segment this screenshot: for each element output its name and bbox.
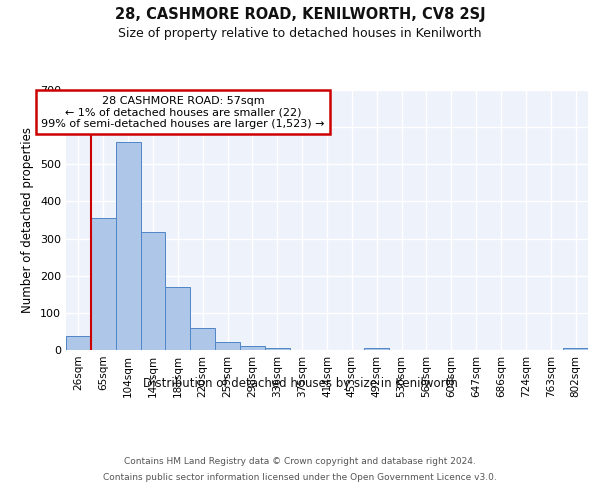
Text: 28, CASHMORE ROAD, KENILWORTH, CV8 2SJ: 28, CASHMORE ROAD, KENILWORTH, CV8 2SJ <box>115 8 485 22</box>
Bar <box>240 346 265 350</box>
Bar <box>190 328 215 350</box>
Bar <box>215 342 240 350</box>
Bar <box>140 232 166 350</box>
Text: Contains public sector information licensed under the Open Government Licence v3: Contains public sector information licen… <box>103 472 497 482</box>
Bar <box>116 142 140 350</box>
Bar <box>563 348 588 350</box>
Bar <box>166 287 190 350</box>
Text: 28 CASHMORE ROAD: 57sqm
← 1% of detached houses are smaller (22)
99% of semi-det: 28 CASHMORE ROAD: 57sqm ← 1% of detached… <box>41 96 325 129</box>
Bar <box>265 348 290 350</box>
Bar <box>364 348 389 350</box>
Y-axis label: Number of detached properties: Number of detached properties <box>22 127 34 313</box>
Text: Contains HM Land Registry data © Crown copyright and database right 2024.: Contains HM Land Registry data © Crown c… <box>124 458 476 466</box>
Text: Size of property relative to detached houses in Kenilworth: Size of property relative to detached ho… <box>118 28 482 40</box>
Bar <box>66 336 91 350</box>
Bar <box>91 218 116 350</box>
Text: Distribution of detached houses by size in Kenilworth: Distribution of detached houses by size … <box>143 378 457 390</box>
